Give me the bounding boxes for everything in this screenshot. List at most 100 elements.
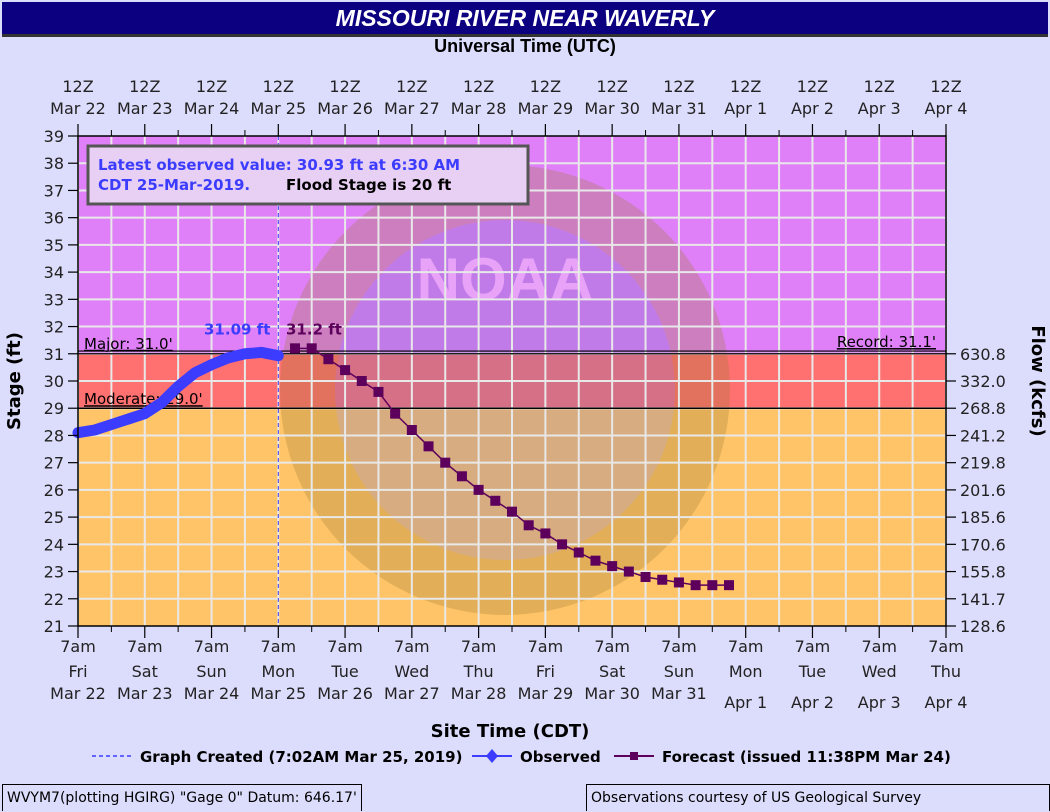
y-tick-label: 31	[44, 345, 64, 364]
flow-tick-label: 141.7	[960, 590, 1006, 609]
forecast-point	[340, 365, 351, 376]
bottom-tick-date: Mar 30	[584, 684, 640, 703]
forecast-point	[724, 580, 734, 591]
svg-text:NOAA: NOAA	[417, 246, 594, 313]
y-tick-label: 34	[44, 263, 64, 282]
bottom-tick-time: 7am	[127, 637, 163, 656]
forecast-point	[473, 484, 484, 495]
top-tick-date: Mar 30	[584, 99, 640, 118]
y-tick-label: 25	[44, 508, 64, 527]
top-tick-date: Mar 28	[451, 99, 507, 118]
y-tick-label: 21	[44, 617, 64, 636]
flow-tick-label: 219.8	[960, 454, 1006, 473]
y-tick-label: 37	[44, 181, 64, 200]
bottom-tick-day: Wed	[862, 662, 897, 681]
flow-tick-label: 332.0	[960, 372, 1006, 391]
forecast-point	[423, 441, 434, 452]
graph-created-legend: Graph Created (7:02AM Mar 25, 2019)	[140, 748, 462, 766]
forecast-point	[440, 457, 451, 468]
forecast-point	[507, 506, 517, 517]
top-tick-label: 12Z	[930, 77, 961, 96]
bottom-tick-date: Mar 26	[317, 684, 373, 703]
top-tick-date: Apr 2	[791, 99, 834, 118]
forecast-point	[657, 574, 668, 585]
forecast-point	[456, 471, 467, 482]
top-tick-date: Mar 29	[518, 99, 574, 118]
flow-tick-label: 268.8	[960, 399, 1006, 418]
bottom-tick-day: Mon	[261, 662, 295, 681]
top-tick-label: 12Z	[196, 77, 227, 96]
observed-peak-label: 31.09 ft	[204, 321, 270, 339]
top-tick-date: Apr 3	[858, 99, 901, 118]
bottom-tick-date: Apr 3	[858, 693, 901, 712]
top-tick-date: Apr 4	[925, 99, 968, 118]
forecast-point	[707, 580, 718, 591]
flow-tick-label: 201.6	[960, 481, 1006, 500]
bottom-tick-time: 7am	[60, 637, 96, 656]
flow-tick-label: 170.6	[960, 535, 1006, 554]
forecast-point	[323, 354, 334, 365]
y-tick-label: 32	[44, 318, 64, 337]
forecast-point	[623, 566, 634, 577]
bottom-tick-day: Wed	[394, 662, 429, 681]
top-tick-label: 12Z	[530, 77, 561, 96]
top-tick-date: Mar 24	[184, 99, 240, 118]
forecast-legend-icon	[630, 752, 638, 760]
y-tick-label: 30	[44, 372, 64, 391]
y-tick-label: 38	[44, 154, 64, 173]
bottom-tick-time: 7am	[194, 637, 230, 656]
top-tick-label: 12Z	[596, 77, 627, 96]
bottom-tick-day: Fri	[536, 662, 555, 681]
gage-info: WVYM7(plotting HGIRG) "Gage 0" Datum: 64…	[2, 784, 362, 811]
bottom-tick-day: Mon	[729, 662, 763, 681]
flow-tick-label: 630.8	[960, 345, 1006, 364]
bottom-axis-title: Site Time (CDT)	[431, 721, 590, 742]
bottom-tick-time: 7am	[928, 637, 964, 656]
forecast-point	[490, 495, 501, 506]
bottom-tick-day: Thu	[930, 662, 961, 681]
top-tick-label: 12Z	[463, 77, 494, 96]
top-tick-date: Apr 1	[724, 99, 767, 118]
latest-observed-date: CDT 25-Mar-2019.	[98, 176, 250, 194]
bottom-tick-day: Thu	[463, 662, 494, 681]
y-tick-label: 28	[44, 426, 64, 445]
bottom-tick-time: 7am	[795, 637, 831, 656]
forecast-point	[590, 555, 601, 566]
bottom-tick-time: 7am	[661, 637, 697, 656]
top-axis-title: Universal Time (UTC)	[434, 36, 616, 56]
forecast-point	[523, 520, 534, 531]
forecast-point	[290, 343, 300, 354]
bottom-tick-time: 7am	[394, 637, 430, 656]
forecast-point	[306, 343, 317, 354]
forecast-legend: Forecast (issued 11:38PM Mar 24)	[662, 748, 951, 766]
top-tick-date: Mar 31	[651, 99, 707, 118]
bottom-tick-time: 7am	[728, 637, 764, 656]
forecast-point	[390, 408, 401, 419]
major-label: Major: 31.0'	[84, 335, 173, 353]
observed-legend: Observed	[520, 748, 601, 766]
bottom-tick-date: Mar 31	[651, 684, 707, 703]
bottom-tick-day: Sun	[664, 662, 694, 681]
bottom-tick-date: Apr 2	[791, 693, 834, 712]
top-tick-label: 12Z	[396, 77, 427, 96]
top-tick-label: 12Z	[730, 77, 761, 96]
record-label: Record: 31.1'	[837, 333, 936, 351]
forecast-point	[673, 577, 684, 588]
bottom-tick-date: Apr 1	[724, 693, 767, 712]
bottom-tick-time: 7am	[261, 637, 297, 656]
top-tick-label: 12Z	[263, 77, 294, 96]
bottom-tick-day: Tue	[330, 662, 358, 681]
bottom-tick-date: Mar 27	[384, 684, 440, 703]
top-tick-label: 12Z	[62, 77, 93, 96]
y-tick-label: 36	[44, 209, 64, 228]
y-tick-label: 23	[44, 563, 64, 582]
forecast-point	[573, 547, 584, 558]
latest-observed-text: Latest observed value: 30.93 ft at 6:30 …	[98, 156, 460, 174]
bottom-tick-day: Fri	[68, 662, 87, 681]
top-tick-date: Mar 23	[117, 99, 173, 118]
y-tick-label: 29	[44, 399, 64, 418]
forecast-point	[373, 386, 384, 397]
forecast-point	[640, 572, 651, 582]
top-tick-label: 12Z	[129, 77, 160, 96]
